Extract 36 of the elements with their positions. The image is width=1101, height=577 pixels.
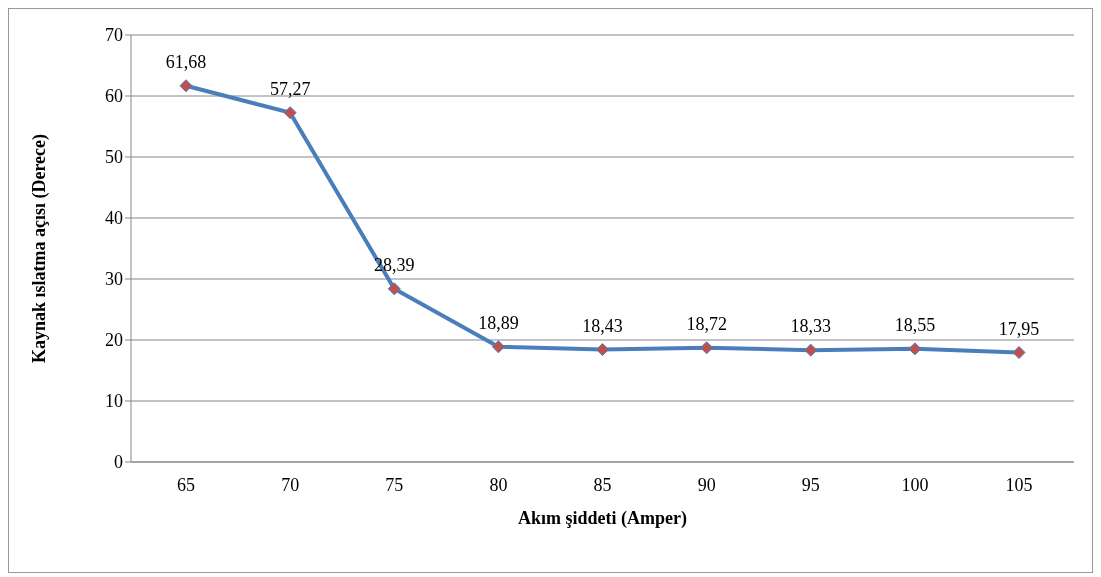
point <box>700 341 714 355</box>
data-label: 18,33 <box>790 316 831 337</box>
data-label: 18,89 <box>478 312 519 333</box>
y-tick-label: 50 <box>105 147 123 168</box>
data-label: 57,27 <box>269 78 311 99</box>
data-label: 18,72 <box>686 313 727 334</box>
data-label: 17,95 <box>998 318 1040 339</box>
x-tick-label: 75 <box>385 474 404 495</box>
point <box>1012 346 1026 360</box>
x-tick-label: 80 <box>489 474 508 495</box>
point <box>387 282 401 296</box>
x-tick-label: 90 <box>697 474 716 495</box>
y-tick-label: 70 <box>105 25 123 46</box>
x-axis-title: Akım şiddeti (Amper) <box>518 508 687 529</box>
x-tick-label: 100 <box>901 474 929 495</box>
data-label: 18,55 <box>894 314 936 335</box>
x-tick-label: 105 <box>1005 474 1033 495</box>
x-tick-label: 65 <box>177 474 195 495</box>
data-label: 61,68 <box>165 51 207 72</box>
point <box>908 342 922 356</box>
y-tick-label: 30 <box>105 269 123 290</box>
point <box>804 343 818 357</box>
y-tick-label: 40 <box>105 208 123 229</box>
y-axis-title: Kaynak ıslatma açısı (Derece) <box>29 133 51 364</box>
y-tick-label: 20 <box>105 330 123 351</box>
point <box>491 340 505 354</box>
point <box>596 343 609 357</box>
y-tick-label: 10 <box>105 391 123 412</box>
data-label: 18,43 <box>582 315 623 336</box>
y-tick-label: 0 <box>114 452 123 473</box>
point <box>283 106 297 120</box>
x-tick-label: 70 <box>281 474 300 495</box>
x-tick-label: 95 <box>801 474 820 495</box>
x-tick-label: 85 <box>593 474 612 495</box>
y-tick-label: 60 <box>105 86 123 107</box>
point <box>179 79 193 93</box>
